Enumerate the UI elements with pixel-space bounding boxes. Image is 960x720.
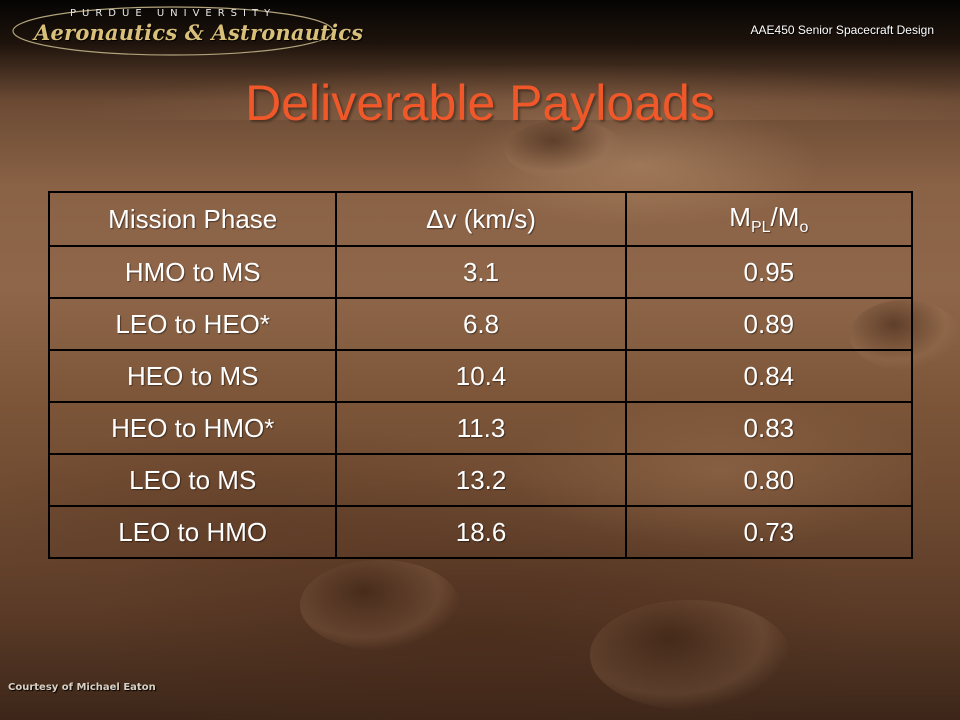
crater	[300, 560, 460, 650]
table-row: HEO to MS 10.4 0.84	[47, 349, 914, 403]
cell-mass-ratio: 0.84	[624, 349, 914, 403]
table-row: LEO to HMO 18.6 0.73	[47, 505, 914, 559]
cell-phase: LEO to HMO	[47, 505, 338, 559]
course-label: AAE450 Senior Spacecraft Design	[750, 23, 934, 37]
cell-phase: HMO to MS	[47, 245, 338, 299]
table-row: HEO to HMO* 11.3 0.83	[47, 401, 914, 455]
mass-ratio-sub-o: o	[799, 218, 809, 236]
mass-ratio-main: M	[729, 201, 751, 232]
header-delta-v: Δv (km/s)	[335, 191, 627, 247]
crater	[590, 600, 790, 710]
slide-title: Deliverable Payloads	[245, 75, 715, 131]
cell-phase: HEO to HMO*	[47, 401, 338, 455]
cell-mass-ratio: 0.83	[624, 401, 914, 455]
purdue-logo	[12, 6, 334, 56]
cell-delta-v: 11.3	[335, 401, 627, 455]
image-credit: Courtesy of Michael Eaton	[8, 682, 156, 693]
cell-delta-v: 6.8	[335, 297, 627, 351]
mass-ratio-sub-pl: PL	[750, 218, 771, 236]
logo-university-text: PURDUE UNIVERSITY	[70, 8, 277, 19]
table-row: LEO to MS 13.2 0.80	[47, 453, 914, 507]
cell-mass-ratio: 0.80	[624, 453, 914, 507]
table-header-row: Mission Phase Δv (km/s) MPL/Mo	[47, 191, 914, 247]
header-mission-phase: Mission Phase	[47, 191, 338, 247]
mars-horizon	[0, 0, 960, 120]
cell-delta-v: 3.1	[335, 245, 627, 299]
cell-mass-ratio: 0.89	[624, 297, 914, 351]
cell-mass-ratio: 0.73	[624, 505, 914, 559]
cell-phase: LEO to MS	[47, 453, 338, 507]
crater	[505, 120, 625, 180]
cell-phase: LEO to HEO*	[47, 297, 338, 351]
cell-mass-ratio: 0.95	[624, 245, 914, 299]
mass-ratio-slash: /M	[770, 201, 800, 232]
payloads-table: Mission Phase Δv (km/s) MPL/Mo HMO to MS…	[47, 191, 914, 559]
logo-department-text: Aeronautics & Astronautics	[34, 20, 364, 45]
table-row: HMO to MS 3.1 0.95	[47, 245, 914, 299]
header-mass-ratio: MPL/Mo	[624, 191, 914, 247]
cell-delta-v: 13.2	[335, 453, 627, 507]
cell-phase: HEO to MS	[47, 349, 338, 403]
cell-delta-v: 10.4	[335, 349, 627, 403]
cell-delta-v: 18.6	[335, 505, 627, 559]
table-row: LEO to HEO* 6.8 0.89	[47, 297, 914, 351]
